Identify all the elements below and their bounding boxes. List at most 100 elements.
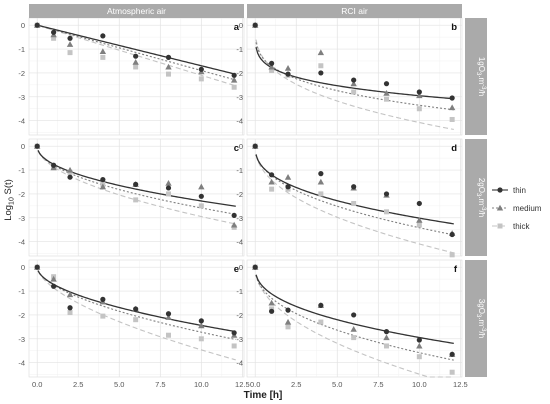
y-tick-label: -4 — [236, 238, 243, 247]
data-point-thin — [198, 66, 204, 72]
panel-label: c — [234, 143, 239, 154]
x-tick-label: 12.5 — [235, 380, 250, 389]
row-strip-bg — [465, 139, 487, 256]
data-point-thick — [318, 63, 324, 69]
data-point-medium — [284, 64, 292, 71]
data-point-medium — [132, 58, 139, 65]
row-strip-bg — [465, 260, 487, 377]
x-tick-label: 0.0 — [32, 380, 42, 389]
data-point-thin — [252, 22, 258, 28]
data-point-medium — [350, 326, 357, 332]
data-point-thin — [198, 193, 204, 199]
data-point-thin — [269, 60, 275, 66]
data-point-medium — [416, 92, 423, 99]
legend-item-medium: medium — [492, 204, 542, 213]
column-strip-2: RCI air — [247, 4, 462, 18]
data-point-medium — [165, 63, 172, 70]
fit-curve-thick — [255, 274, 454, 378]
data-point-thick — [198, 76, 204, 82]
y-tick-label: -3 — [236, 214, 243, 223]
y-tick-label: -4 — [18, 238, 25, 247]
data-point-thin — [269, 308, 275, 314]
data-point-thin — [416, 200, 422, 207]
data-point-medium — [230, 221, 238, 228]
data-point-thick — [318, 191, 324, 197]
fit-curve-thick — [255, 39, 454, 130]
y-tick-label: -2 — [18, 69, 25, 78]
data-point-thin — [100, 296, 106, 302]
data-point-thin — [67, 35, 73, 41]
data-point-thick — [449, 369, 455, 375]
data-point-thick — [384, 96, 390, 102]
data-point-thin — [34, 22, 40, 28]
panel-e: e — [28, 259, 245, 378]
row-strip-label: 3gO3.m-3/h — [475, 299, 486, 338]
y-tick-label: -3 — [236, 93, 243, 102]
legend-marker — [496, 204, 504, 211]
y-tick-label: -3 — [236, 335, 243, 344]
y-tick-label: -2 — [236, 69, 243, 78]
data-point-medium — [383, 90, 390, 96]
panel-background — [28, 259, 245, 378]
x-tick-label: 2.5 — [291, 380, 301, 389]
legend-label: thin — [513, 186, 526, 195]
data-point-thick — [449, 252, 455, 258]
y-tick-label: -1 — [236, 45, 243, 54]
data-point-medium — [66, 41, 74, 47]
data-point-thick — [269, 186, 275, 192]
data-point-medium — [66, 291, 74, 298]
x-tick-label: 2.5 — [73, 380, 83, 389]
y-tick-label: -1 — [236, 166, 243, 175]
data-point-medium — [383, 334, 390, 341]
data-point-thin — [449, 231, 455, 238]
data-point-thin — [318, 171, 324, 177]
fit-curve-thick — [37, 270, 236, 361]
y-tick-label: -1 — [18, 166, 25, 175]
x-tick-label: 10.0 — [412, 380, 427, 389]
x-tick-label: 0.0 — [250, 380, 260, 389]
data-point-thin — [51, 283, 57, 289]
y-tick-label: -1 — [18, 45, 25, 54]
data-point-thick — [318, 319, 324, 325]
data-point-thin — [318, 302, 324, 308]
gridlines — [29, 260, 244, 377]
data-point-medium — [268, 299, 275, 306]
strips-layer: Atmospheric air RCI air 1gO3.m-3/h 2gO3.m-3… — [29, 4, 487, 377]
axes-layer: 0 -1 -2 -3 -4 0 -1 -2 -3 -4 0 -1 -2 -3 -4 0 -1 -2 -3 -4 0 -1 -… — [18, 21, 467, 389]
data-point-thick — [449, 116, 455, 122]
data-point-medium — [416, 342, 423, 349]
legend-marker — [497, 187, 503, 193]
fit-curve-thin — [255, 274, 454, 345]
data-point-thin — [351, 77, 357, 83]
data-point-thin — [383, 329, 390, 335]
data-point-medium — [284, 174, 292, 180]
data-point-thin — [318, 70, 324, 76]
data-point-thin — [133, 306, 139, 312]
y-tick-label: 0 — [21, 21, 25, 30]
legend: thin medium thick — [492, 186, 542, 231]
data-point-thin — [133, 181, 139, 187]
data-point-medium — [99, 48, 107, 54]
column-strip-bg — [29, 4, 244, 18]
data-point-thick — [198, 203, 204, 209]
legend-marker — [497, 223, 503, 229]
data-point-thin — [165, 311, 172, 317]
data-point-thick — [351, 200, 357, 206]
panel-background — [246, 17, 463, 136]
panel-label: f — [454, 264, 458, 275]
data-point-thin — [67, 174, 73, 180]
y-tick-label: -2 — [236, 311, 243, 320]
data-point-thin — [34, 264, 40, 270]
data-point-thick — [166, 191, 172, 197]
data-point-thin — [252, 143, 258, 149]
data-point-thin — [231, 330, 237, 336]
data-point-thick — [166, 332, 172, 338]
gridlines — [247, 18, 462, 135]
data-point-thick — [285, 324, 291, 330]
data-point-medium — [268, 178, 275, 185]
y-tick-label: -1 — [18, 287, 25, 296]
data-point-thin — [51, 29, 57, 35]
data-point-thin — [100, 33, 106, 39]
row-strip-1: 1gO3.m-3/h — [465, 18, 487, 135]
